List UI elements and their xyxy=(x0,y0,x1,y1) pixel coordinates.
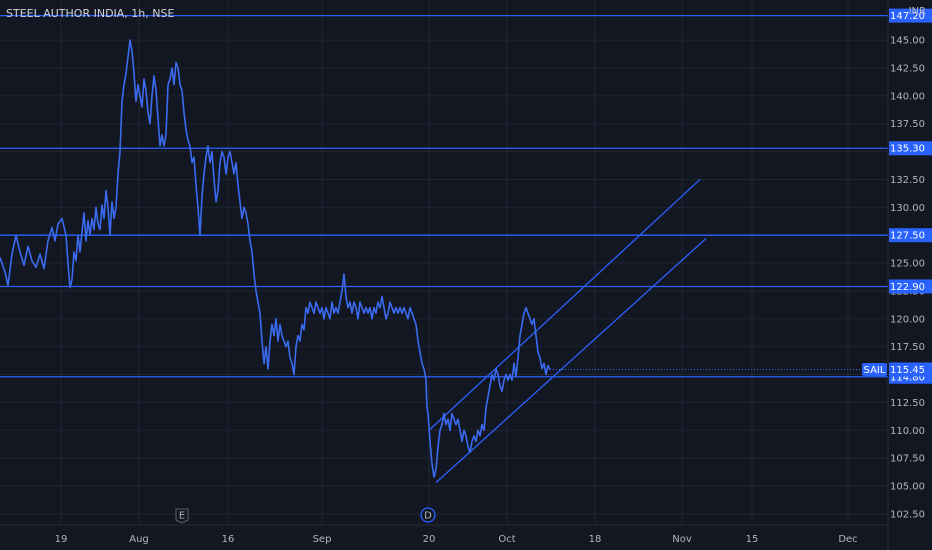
last-price-marker: SAIL 115.45 xyxy=(862,362,932,377)
level-label-bg xyxy=(889,228,932,243)
time-axis-ticks: 19 Aug 16 Sep 20 Oct 18 Nov 15 Dec xyxy=(55,534,858,545)
trend-channel[interactable] xyxy=(428,178,707,484)
price-tick: 142.50 xyxy=(890,63,925,74)
time-tick: Sep xyxy=(313,534,332,545)
price-line xyxy=(0,39,551,478)
level-label-bg xyxy=(889,279,932,294)
event-label: D xyxy=(424,511,432,522)
channel-upper-line[interactable] xyxy=(428,178,701,431)
price-tick: 110.00 xyxy=(890,426,925,437)
level-label: 114.80 xyxy=(890,372,925,383)
level-label-bg xyxy=(889,141,932,156)
price-tick: 145.00 xyxy=(890,36,925,47)
time-tick: Nov xyxy=(672,534,692,545)
event-shape xyxy=(420,507,436,523)
time-tick: Oct xyxy=(498,534,515,545)
price-tick: 140.00 xyxy=(890,91,925,102)
time-tick: 18 xyxy=(589,534,602,545)
symbol-tag: SAIL xyxy=(864,365,886,376)
price-tick: 137.50 xyxy=(890,119,925,130)
price-tick: 102.50 xyxy=(890,509,925,520)
price-tick: 132.50 xyxy=(890,175,925,186)
chart-title: STEEL AUTHOR INDIA, 1h, NSE xyxy=(6,7,174,20)
symbol-tag-bg xyxy=(862,363,887,377)
price-tick: 107.50 xyxy=(890,454,925,465)
time-tick: Aug xyxy=(129,534,149,545)
price-tick: 120.00 xyxy=(890,314,925,325)
time-tick: 20 xyxy=(423,534,436,545)
level-label: 127.50 xyxy=(890,231,925,242)
time-axis-background[interactable] xyxy=(0,525,888,550)
price-tick: 125.00 xyxy=(890,259,925,270)
level-label: 122.90 xyxy=(890,282,925,293)
level-label-bg xyxy=(889,8,932,23)
price-tick: 130.00 xyxy=(890,203,925,214)
last-price-label: 115.45 xyxy=(890,365,925,376)
level-label: 147.20 xyxy=(890,11,925,22)
time-tick: 16 xyxy=(222,534,235,545)
channel-lower-line[interactable] xyxy=(435,238,707,484)
price-series xyxy=(0,39,888,478)
price-axis-background[interactable] xyxy=(888,0,932,550)
price-tick: 112.50 xyxy=(890,398,925,409)
event-shape xyxy=(175,508,189,524)
horizontal-levels[interactable] xyxy=(0,14,888,378)
time-tick: 15 xyxy=(746,534,759,545)
last-price-bg xyxy=(889,362,932,377)
time-tick: Dec xyxy=(838,534,857,545)
event-marker[interactable]: D xyxy=(420,507,436,523)
level-label: 135.30 xyxy=(890,144,925,155)
price-tick: 105.00 xyxy=(890,481,925,492)
event-label: E xyxy=(179,511,185,522)
event-marker[interactable]: E xyxy=(175,508,189,524)
price-tick: 117.50 xyxy=(890,342,925,353)
currency-label: INR xyxy=(909,6,926,17)
time-tick: 19 xyxy=(55,534,68,545)
